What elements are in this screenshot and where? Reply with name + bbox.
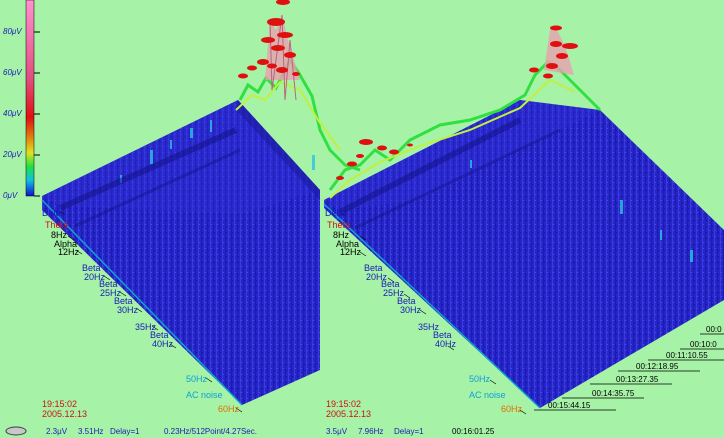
left-band-20hz: 20Hz: [84, 272, 106, 282]
left-band-30hz: 30Hz: [117, 305, 139, 315]
right-band-60hz: 60Hz: [501, 404, 523, 414]
status-resolution: 0.23Hz/512Point/4.27Sec.: [164, 427, 257, 436]
left-band-8hz: 8Hz: [51, 230, 68, 240]
right-spectrum-surface: [323, 25, 724, 409]
amplitude-scale-ticks: [34, 31, 40, 197]
right-band-beta-3: Beta: [397, 296, 416, 306]
status-indicator-icon: [5, 426, 27, 436]
left-band-beta-3: Beta: [114, 296, 133, 306]
right-band-30hz: 30Hz: [400, 305, 422, 315]
right-band-40hz: 40Hz: [435, 339, 457, 349]
status-right-amp: 3.5μV: [326, 427, 348, 436]
right-date: 2005.12.13: [326, 409, 372, 419]
right-band-8hz: 8Hz: [333, 230, 350, 240]
status-right-freq: 7.96Hz: [358, 427, 384, 436]
status-right-delay: Delay=1: [394, 427, 424, 436]
time-label-6: 00:15:44.15: [548, 401, 591, 410]
left-band-35hz: 35Hz: [135, 322, 157, 332]
right-timestamp: 19:15:02 2005.12.13: [326, 399, 371, 419]
right-band-theta: Theta: [327, 220, 351, 230]
right-time: 19:15:02: [326, 399, 362, 409]
scale-tick-60: 60μV: [3, 68, 22, 77]
left-band-alpha: Alpha: [54, 239, 78, 249]
left-band-60hz: 60Hz: [218, 404, 240, 414]
scale-tick-40: 40μV: [3, 109, 22, 118]
left-band-beta-4: Beta: [150, 330, 169, 340]
right-band-alpha: Alpha: [336, 239, 360, 249]
scale-tick-20: 20μV: [3, 150, 22, 159]
right-band-50hz: 50Hz: [469, 374, 491, 384]
left-band-ac-noise: AC noise: [186, 390, 223, 400]
left-date: 2005.12.13: [42, 409, 88, 419]
left-spectrum-surface: [41, 0, 361, 406]
left-band-delta: Delta: [42, 208, 64, 218]
left-band-12hz: 12Hz: [58, 247, 80, 257]
scale-tick-0: 0μV: [3, 191, 18, 200]
left-time: 19:15:02: [42, 399, 78, 409]
left-band-theta: Theta: [45, 220, 69, 230]
left-band-50hz: 50Hz: [186, 374, 208, 384]
time-label-1: 00:10:0: [690, 340, 717, 349]
time-label-4: 00:13:27.35: [616, 375, 659, 384]
right-band-12hz: 12Hz: [340, 247, 362, 257]
time-label-2: 00:11:10.55: [666, 351, 708, 360]
amplitude-scale-bar: [25, 0, 35, 197]
time-axis-lines: [534, 333, 724, 411]
right-band-beta-4: Beta: [433, 330, 452, 340]
left-band-40hz: 40Hz: [152, 339, 174, 349]
left-band-25hz: 25Hz: [100, 288, 122, 298]
status-left-amp: 2.3μV: [46, 427, 68, 436]
time-label-5: 00:14:35.75: [592, 389, 635, 398]
time-label-0: 00:0: [706, 325, 722, 334]
time-label-3: 00:12:18.95: [636, 362, 679, 371]
status-left-freq: 3.51Hz: [78, 427, 104, 436]
left-band-beta-1: Beta: [82, 263, 101, 273]
left-timestamp: 19:15:02 2005.12.13: [42, 399, 87, 419]
time-label-7: 00:16:01.25: [452, 427, 495, 436]
left-band-beta-2: Beta: [99, 279, 118, 289]
right-band-beta-1: Beta: [364, 263, 383, 273]
right-band-ac-noise: AC noise: [469, 390, 506, 400]
scale-tick-80: 80μV: [3, 27, 22, 36]
right-band-beta-2: Beta: [381, 279, 400, 289]
left-freq-leaders: [59, 211, 243, 413]
right-freq-leaders: [341, 213, 527, 415]
status-left-delay: Delay=1: [110, 427, 140, 436]
right-band-25hz: 25Hz: [383, 288, 405, 298]
right-band-20hz: 20Hz: [366, 272, 388, 282]
right-band-35hz: 35Hz: [418, 322, 440, 332]
right-band-delta: Delta: [325, 208, 347, 218]
